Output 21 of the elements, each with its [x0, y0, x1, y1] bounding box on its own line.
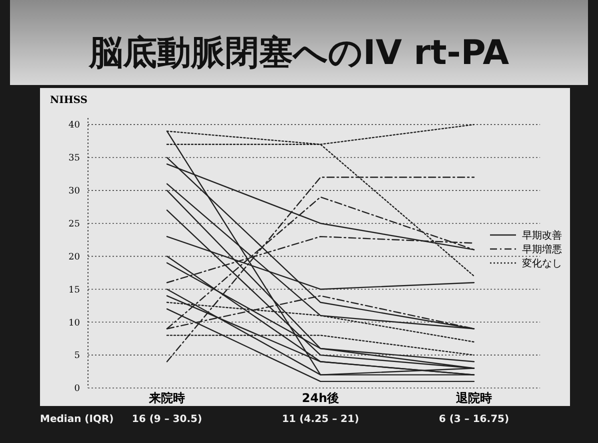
y-tick-label: 25 — [68, 220, 80, 230]
text: 6 (3 – 16.75) — [438, 414, 510, 425]
legend-label: 早期改善 — [522, 230, 562, 242]
x-tick-label: 退院時 — [455, 391, 492, 405]
x-tick-label: 24h後 — [302, 391, 340, 405]
legend-label: 変化なし — [522, 258, 562, 270]
y-tick-label: 10 — [68, 318, 80, 328]
y-axis-title: NIHSS — [50, 95, 88, 106]
y-tick-label: 5 — [74, 351, 80, 362]
text: 16 (9 – 30.5) — [132, 414, 202, 425]
chart-title: 脳底動脈閉塞へのIV rt-PA — [88, 33, 510, 73]
x-tick-label: 来院時 — [148, 391, 185, 405]
y-tick-label: 20 — [68, 252, 80, 262]
y-tick-label: 40 — [68, 120, 80, 131]
text: 11 (4.25 – 21) — [282, 414, 360, 425]
y-tick-label: 35 — [68, 154, 80, 164]
text: Median (IQR) — [40, 414, 114, 425]
legend-label: 早期増悪 — [522, 244, 562, 256]
y-tick-label: 15 — [68, 285, 80, 296]
y-tick-label: 30 — [68, 186, 80, 197]
y-tick-label: 0 — [74, 384, 80, 394]
